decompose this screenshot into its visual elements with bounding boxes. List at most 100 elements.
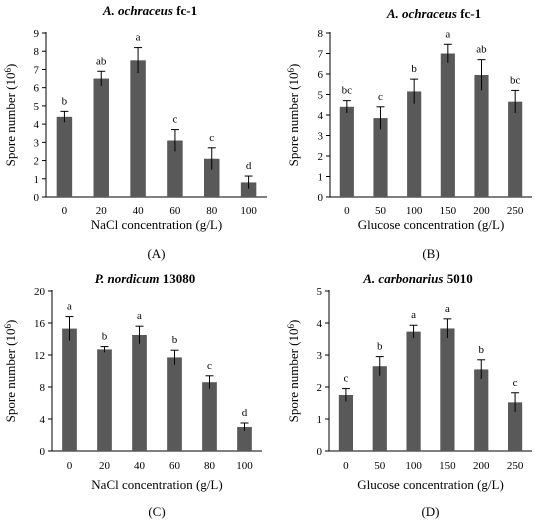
bar-40	[130, 60, 146, 198]
significance-letter: b	[172, 334, 178, 346]
significance-letter: b	[479, 344, 485, 356]
significance-letter: a	[445, 28, 450, 40]
bar-200	[474, 75, 489, 197]
bar-150	[440, 328, 455, 451]
significance-letter: a	[136, 32, 141, 44]
y-axis-label: Spore number (106)	[3, 64, 18, 167]
y-tick-label: 8	[34, 46, 40, 58]
x-tick-label: 200	[473, 205, 490, 217]
x-tick-label: 0	[62, 205, 68, 217]
significance-letter: c	[513, 377, 518, 389]
chart-title-strain: fc-1	[173, 3, 197, 18]
y-tick-label: 2	[318, 151, 324, 163]
y-tick-label: 4	[34, 119, 40, 131]
x-axis-label: Glucose concentration (g/L)	[358, 217, 505, 232]
y-axis-label-text: Spore number (10	[3, 72, 18, 166]
significance-letter: b	[377, 341, 383, 353]
x-axis-label: NaCl concentration (g/L)	[91, 217, 222, 232]
y-tick-label: 5	[317, 286, 323, 298]
y-axis-label-text: Spore number (10	[286, 72, 301, 166]
bar-150	[440, 53, 455, 197]
significance-letter: bc	[510, 74, 521, 86]
chart-title: A. ochraceus fc-1	[102, 3, 197, 18]
y-tick-label: 16	[34, 318, 46, 330]
y-tick-label: 5	[318, 90, 324, 102]
chart-panel-4: 0 1 2 3 4 5 c 0 b 50 a 100 a 150 b 200 c 250 A. carbonariu…	[286, 271, 532, 519]
bar-60	[167, 140, 183, 197]
significance-letter: ab	[96, 55, 107, 67]
significance-letter: a	[67, 301, 72, 313]
x-tick-label: 200	[473, 460, 490, 472]
y-tick-label: 8	[40, 382, 46, 394]
x-tick-label: 60	[169, 205, 181, 217]
bar-40	[132, 335, 147, 451]
bar-50	[373, 118, 388, 197]
x-tick-label: 80	[204, 460, 216, 472]
y-tick-label: 2	[317, 382, 323, 394]
x-tick-label: 100	[240, 205, 257, 217]
significance-letter: b	[411, 63, 417, 75]
x-tick-label: 60	[169, 460, 181, 472]
significance-letter: d	[246, 160, 252, 172]
y-axis-label: Spore number (106)	[286, 320, 301, 423]
y-tick-label: 4	[40, 414, 46, 426]
y-axis-label-suffix: )	[3, 320, 18, 324]
panel-label: (A)	[147, 246, 165, 261]
y-tick-label: 5	[34, 101, 40, 113]
y-tick-label: 4	[317, 318, 323, 330]
y-tick-label: 6	[34, 83, 40, 95]
chart-title-species: A. ochraceus	[102, 3, 173, 18]
y-axis-label-suffix: )	[3, 64, 18, 68]
bar-80	[204, 158, 220, 197]
x-tick-label: 100	[406, 205, 423, 217]
bar-0	[56, 116, 73, 197]
y-tick-label: 0	[317, 446, 323, 458]
y-tick-label: 2	[34, 156, 40, 168]
y-tick-label: 3	[318, 131, 324, 143]
y-tick-label: 0	[40, 446, 46, 458]
significance-letter: c	[343, 373, 348, 385]
x-tick-label: 150	[439, 460, 456, 472]
significance-letter: c	[209, 132, 214, 144]
y-tick-label: 4	[318, 110, 324, 122]
y-tick-label: 7	[318, 49, 324, 61]
y-tick-label: 9	[34, 28, 40, 40]
bar-100	[240, 182, 257, 197]
x-tick-label: 20	[96, 205, 108, 217]
y-tick-label: 8	[318, 28, 324, 40]
chart-title-species: A. ochraceus	[386, 6, 457, 21]
significance-letter: bc	[342, 85, 353, 97]
panel-label: (C)	[148, 504, 165, 519]
bar-50	[372, 366, 387, 451]
x-tick-label: 20	[99, 460, 111, 472]
chart-panel-3: 0 4 8 12 16 20 a 0 b 20 a 40 b 60 c 80 d 100 P. nordicum 1…	[3, 271, 262, 519]
x-tick-label: 0	[67, 460, 73, 472]
bar-20	[93, 78, 109, 197]
y-tick-label: 3	[34, 137, 40, 149]
chart-title: A. ochraceus fc-1	[386, 6, 481, 21]
y-tick-label: 3	[317, 350, 323, 362]
bar-0	[339, 106, 354, 197]
significance-letter: b	[102, 331, 108, 343]
significance-letter: c	[378, 91, 383, 103]
significance-letter: b	[62, 95, 68, 107]
bar-100	[406, 331, 421, 451]
significance-letter: d	[242, 407, 248, 419]
bar-0	[62, 328, 77, 451]
x-tick-label: 40	[134, 460, 146, 472]
y-axis-label-text: Spore number (10	[3, 328, 18, 422]
chart-title-strain: 5010	[443, 271, 472, 286]
bar-0	[338, 395, 354, 451]
y-axis-label-exponent: 6	[3, 323, 13, 328]
chart-title: P. nordicum 13080	[95, 271, 196, 286]
x-tick-label: 150	[440, 205, 457, 217]
y-axis-label-suffix: )	[286, 64, 301, 68]
significance-letter: c	[207, 360, 212, 372]
chart-title-species: P. nordicum	[95, 271, 160, 286]
bar-100	[237, 427, 252, 451]
y-tick-label: 0	[34, 192, 40, 204]
y-axis-label: Spore number (106)	[286, 64, 301, 167]
x-tick-label: 250	[507, 460, 524, 472]
chart-title-species: A. carbonarius	[362, 271, 443, 286]
